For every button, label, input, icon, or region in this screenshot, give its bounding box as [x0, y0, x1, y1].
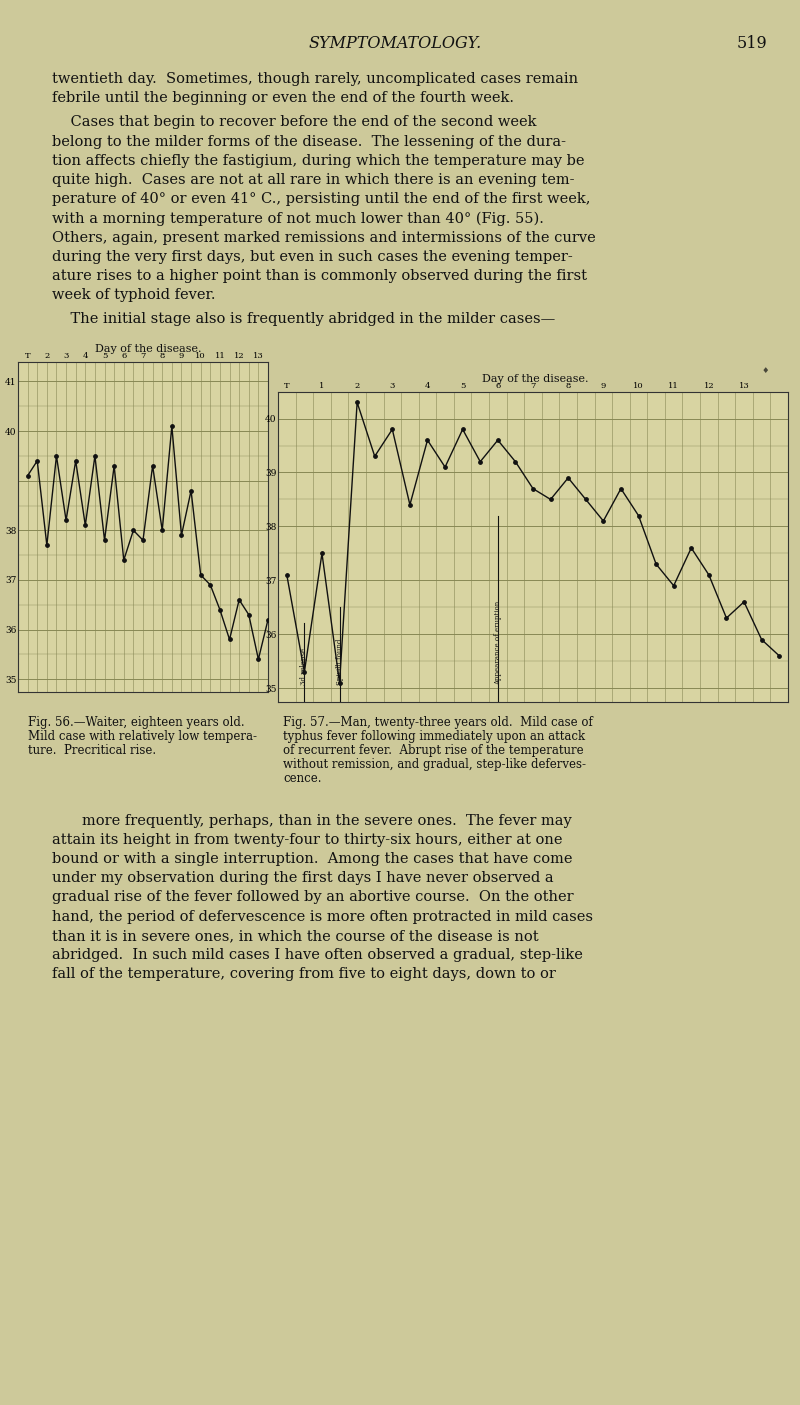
Text: typhus fever following immediately upon an attack: typhus fever following immediately upon … [283, 729, 585, 743]
Point [22, 465, 34, 488]
Text: SYMPTOMATOLOGY.: SYMPTOMATOLOGY. [308, 35, 482, 52]
Point [421, 429, 434, 451]
Text: ature rises to a higher point than is commonly observed during the first: ature rises to a higher point than is co… [52, 268, 587, 282]
Point [204, 573, 217, 596]
Point [166, 414, 178, 437]
Point [474, 451, 486, 473]
Text: with a morning temperature of not much lower than 40° (Fig. 55).: with a morning temperature of not much l… [52, 211, 544, 226]
Point [614, 478, 627, 500]
Text: Day of the disease.: Day of the disease. [94, 344, 202, 354]
Text: 519: 519 [737, 35, 767, 52]
Text: of recurrent fever.  Abrupt rise of the temperature: of recurrent fever. Abrupt rise of the t… [283, 743, 584, 757]
Text: during the very first days, but even in such cases the evening temper-: during the very first days, but even in … [52, 250, 573, 264]
Text: Others, again, present marked remissions and intermissions of the curve: Others, again, present marked remissions… [52, 230, 596, 244]
Text: 3d relapse.: 3d relapse. [300, 646, 308, 686]
Text: quite high.  Cases are not at all rare in which there is an evening tem-: quite high. Cases are not at all rare in… [52, 173, 574, 187]
Point [137, 530, 150, 552]
Text: abridged.  In such mild cases I have often observed a gradual, step-like: abridged. In such mild cases I have ofte… [52, 948, 583, 962]
Point [127, 518, 140, 541]
Text: than it is in severe ones, in which the course of the disease is not: than it is in severe ones, in which the … [52, 929, 538, 943]
Point [146, 455, 159, 478]
Text: ture.  Precritical rise.: ture. Precritical rise. [28, 743, 156, 757]
Point [562, 466, 574, 489]
Point [60, 509, 73, 531]
Point [333, 672, 346, 694]
Point [579, 488, 592, 510]
Point [544, 488, 557, 510]
Point [108, 455, 121, 478]
Text: tion affects chiefly the fastigium, during which the temperature may be: tion affects chiefly the fastigium, duri… [52, 153, 585, 167]
Point [194, 563, 207, 586]
Point [79, 514, 92, 537]
Point [650, 554, 662, 576]
Point [233, 589, 246, 611]
Point [242, 603, 255, 625]
Point [509, 451, 522, 473]
Point [89, 444, 102, 466]
Point [738, 590, 750, 613]
Point [98, 530, 111, 552]
Point [755, 628, 768, 651]
Text: Spirilli found.: Spirilli found. [335, 636, 343, 686]
Point [262, 608, 274, 631]
Text: more frequently, perhaps, than in the severe ones.  The fever may: more frequently, perhaps, than in the se… [82, 813, 572, 828]
Text: week of typhoid fever.: week of typhoid fever. [52, 288, 215, 302]
Text: Fig. 57.—Man, twenty-three years old.  Mild case of: Fig. 57.—Man, twenty-three years old. Mi… [283, 715, 593, 729]
Point [350, 391, 363, 413]
Text: febrile until the beginning or even the end of the fourth week.: febrile until the beginning or even the … [52, 91, 514, 105]
Point [702, 563, 715, 586]
Text: ♦: ♦ [762, 367, 770, 375]
Point [41, 534, 54, 556]
Point [252, 648, 265, 670]
Text: cence.: cence. [283, 771, 322, 784]
Point [720, 607, 733, 629]
Point [491, 429, 504, 451]
Point [315, 542, 328, 565]
Point [223, 628, 236, 651]
Text: Cases that begin to recover before the end of the second week: Cases that begin to recover before the e… [52, 115, 537, 129]
Text: gradual rise of the fever followed by an abortive course.  On the other: gradual rise of the fever followed by an… [52, 891, 574, 905]
Point [118, 549, 130, 572]
Text: hand, the period of defervescence is more often protracted in mild cases: hand, the period of defervescence is mor… [52, 909, 593, 923]
Text: bound or with a single interruption.  Among the cases that have come: bound or with a single interruption. Amo… [52, 851, 573, 865]
Point [667, 575, 680, 597]
Point [386, 419, 398, 441]
Point [368, 445, 381, 468]
Text: Day of the disease.: Day of the disease. [482, 374, 588, 384]
Point [773, 645, 786, 667]
Point [70, 450, 82, 472]
Point [632, 504, 645, 527]
Point [50, 444, 63, 466]
Point [597, 510, 610, 532]
Text: without remission, and gradual, step-like deferves-: without remission, and gradual, step-lik… [283, 757, 586, 770]
Point [298, 660, 310, 683]
Point [185, 479, 198, 502]
Text: twentieth day.  Sometimes, though rarely, uncomplicated cases remain: twentieth day. Sometimes, though rarely,… [52, 72, 578, 86]
Text: Fig. 56.—Waiter, eighteen years old.: Fig. 56.—Waiter, eighteen years old. [28, 715, 245, 729]
Text: fall of the temperature, covering from five to eight days, down to or: fall of the temperature, covering from f… [52, 967, 556, 981]
Text: The initial stage also is frequently abridged in the milder cases—: The initial stage also is frequently abr… [52, 312, 555, 326]
Point [685, 537, 698, 559]
Text: Appearance of eruption.: Appearance of eruption. [494, 599, 502, 686]
Text: perature of 40° or even 41° C., persisting until the end of the first week,: perature of 40° or even 41° C., persisti… [52, 192, 590, 207]
Point [403, 493, 416, 516]
Point [526, 478, 539, 500]
Point [175, 524, 188, 547]
Point [456, 419, 469, 441]
Point [31, 450, 44, 472]
Text: under my observation during the first days I have never observed a: under my observation during the first da… [52, 871, 554, 885]
Text: belong to the milder forms of the disease.  The lessening of the dura-: belong to the milder forms of the diseas… [52, 135, 566, 149]
Text: attain its height in from twenty-four to thirty-six hours, either at one: attain its height in from twenty-four to… [52, 833, 562, 847]
Point [280, 563, 293, 586]
Point [156, 518, 169, 541]
Text: Mild case with relatively low tempera-: Mild case with relatively low tempera- [28, 729, 257, 743]
Point [214, 599, 226, 621]
Point [438, 455, 451, 478]
